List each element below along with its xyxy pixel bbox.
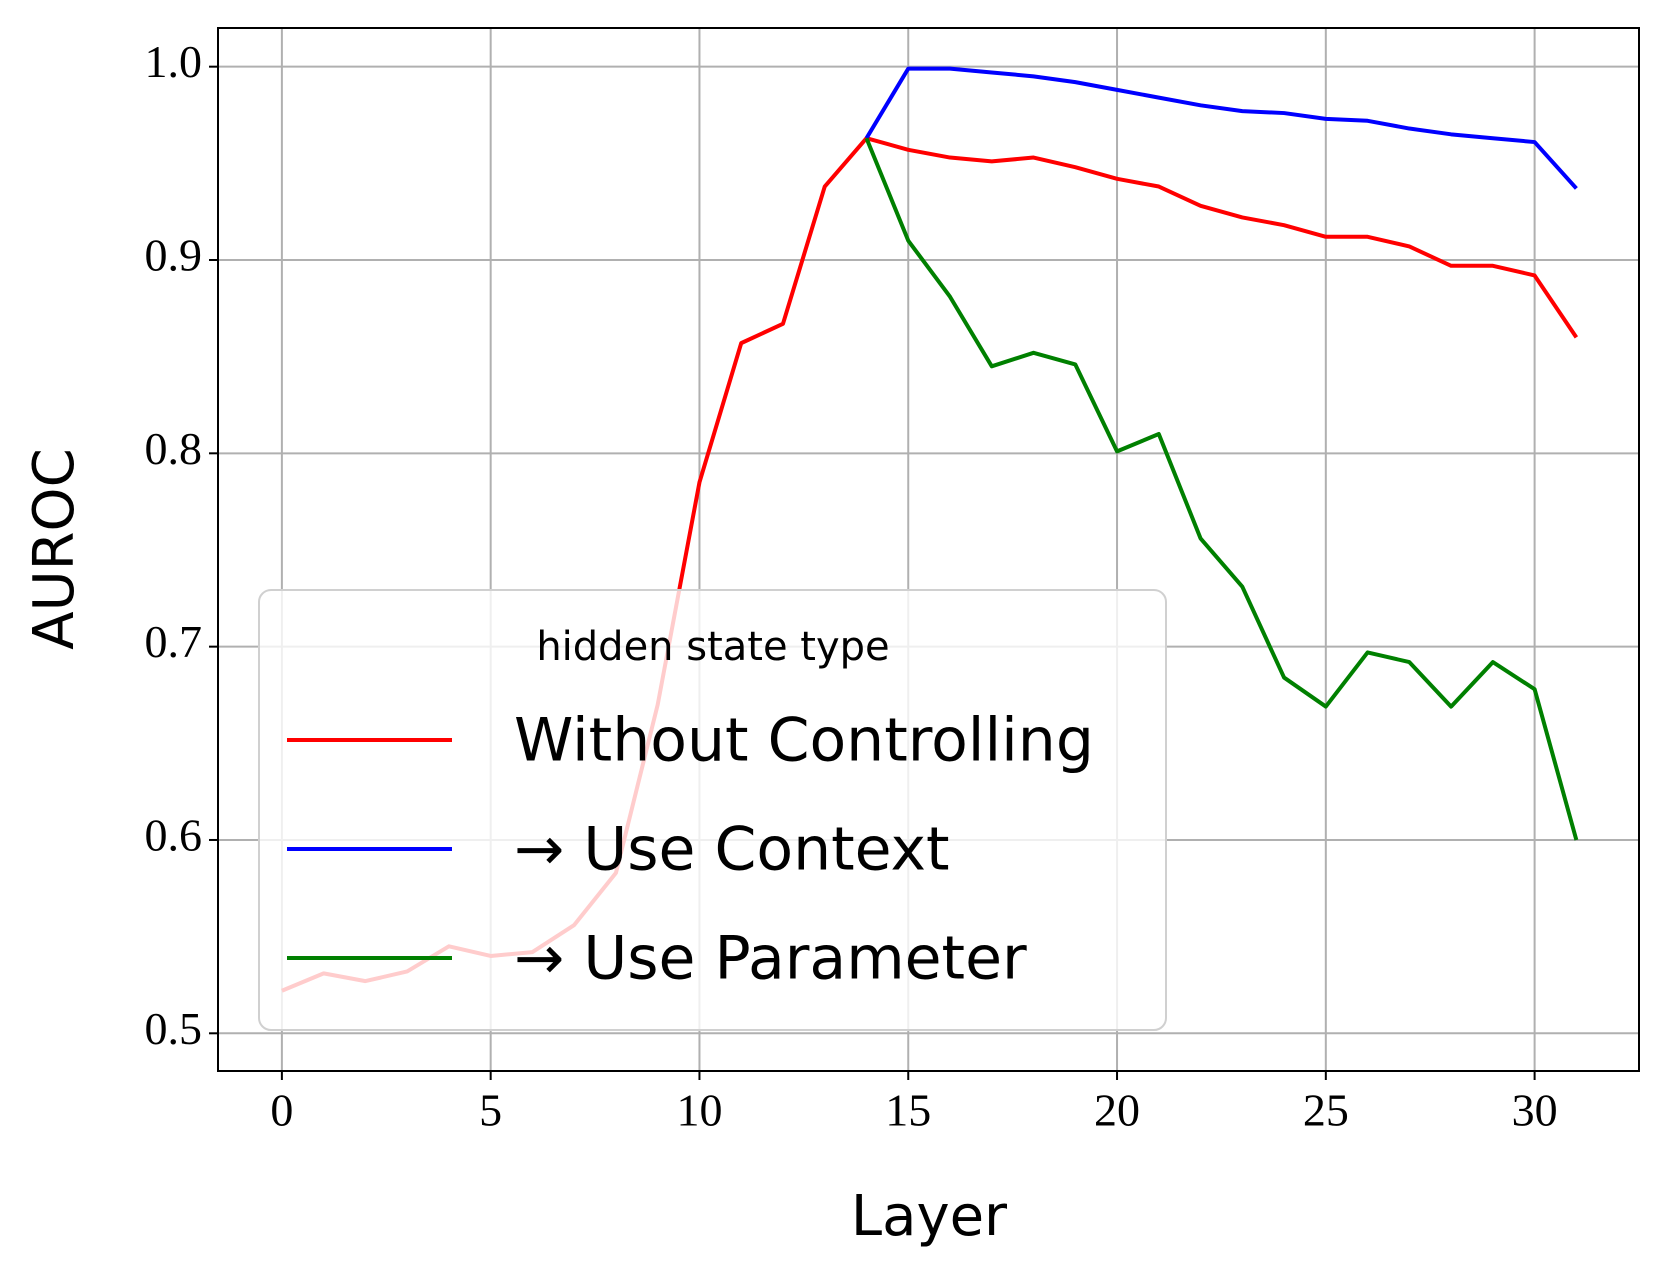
- y-tick-label: 0.5: [145, 1003, 203, 1054]
- legend-box: [258, 589, 1167, 1031]
- y-axis-label: AUROC: [22, 448, 87, 649]
- y-tick-label: 0.8: [145, 423, 203, 474]
- x-tick-label: 5: [479, 1085, 502, 1136]
- plot-frame: [217, 27, 1640, 1072]
- x-tick-label: 25: [1303, 1085, 1349, 1136]
- x-tick-label: 0: [270, 1085, 293, 1136]
- series-line: [864, 66, 1578, 190]
- legend-label: → Use Parameter: [514, 924, 1027, 994]
- y-tick-label: 0.7: [145, 616, 203, 667]
- x-tick-label: 30: [1512, 1085, 1558, 1136]
- y-tick-label: 0.6: [145, 810, 203, 861]
- y-tick-label: 0.9: [145, 230, 203, 281]
- legend-label: → Use Context: [514, 815, 950, 885]
- legend-label: Without Controlling: [514, 706, 1094, 776]
- x-tick-label: 10: [676, 1085, 722, 1136]
- series-line: [864, 137, 1579, 841]
- x-axis-label: Layer: [851, 1184, 1008, 1249]
- x-tick-label: 15: [885, 1085, 931, 1136]
- legend-title: hidden state type: [536, 624, 889, 670]
- legend: hidden state type Without Controlling → Us…: [258, 589, 1167, 1031]
- x-tick-label: 20: [1094, 1085, 1140, 1136]
- y-tick-label: 1.0: [145, 36, 203, 87]
